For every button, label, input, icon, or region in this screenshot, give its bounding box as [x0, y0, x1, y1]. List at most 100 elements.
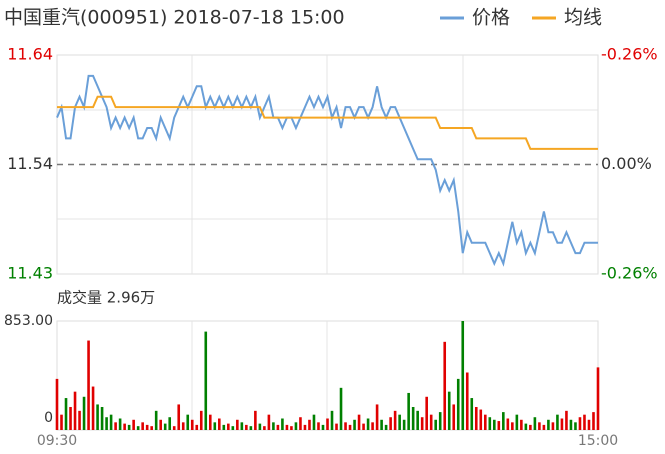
- volume-bar: [105, 417, 108, 430]
- legend-label: 价格: [472, 7, 510, 29]
- volume-bar: [357, 414, 361, 430]
- volume-bar: [181, 422, 185, 430]
- volume-bar: [520, 419, 523, 430]
- volume-bar: [398, 414, 401, 430]
- volume-bar: [281, 418, 284, 430]
- volume-bar: [452, 404, 456, 430]
- volume-bar: [497, 421, 501, 430]
- volume-bar: [69, 406, 72, 430]
- volume-bar: [321, 424, 325, 430]
- volume-bar: [290, 426, 293, 430]
- volume-bar: [596, 367, 600, 430]
- volume-bar: [227, 423, 230, 430]
- volume-bar: [425, 396, 428, 430]
- volume-bar: [488, 417, 492, 430]
- price-line: [57, 95, 598, 150]
- volume-bar: [195, 424, 199, 430]
- volume-bar: [583, 414, 586, 430]
- volume-bar: [240, 422, 244, 430]
- volume-bar: [551, 422, 555, 430]
- volume-bar: [506, 418, 510, 430]
- volume-bar: [258, 423, 262, 430]
- volume-bar: [447, 391, 451, 430]
- volume-bar: [569, 419, 573, 430]
- volume-bar: [172, 426, 176, 430]
- volume-title: 成交量 2.96万: [57, 289, 155, 307]
- volume-bar: [299, 417, 302, 430]
- y2-tick-label: 0.00%: [601, 154, 652, 173]
- y-tick-label: 11.54: [7, 154, 53, 173]
- volume-bar: [96, 404, 99, 430]
- volume-bar: [204, 331, 208, 430]
- volume-bar: [236, 419, 239, 430]
- volume-bar: [150, 426, 153, 430]
- volume-bar: [420, 417, 424, 430]
- x-tick-label: 09:30: [37, 433, 77, 449]
- volume-bar: [592, 412, 595, 430]
- volume-bar: [438, 412, 442, 430]
- volume-bar: [362, 423, 365, 430]
- volume-bar: [168, 417, 172, 430]
- volume-bar: [87, 340, 90, 430]
- volume-bar: [429, 414, 433, 430]
- volume-bar: [285, 424, 289, 430]
- volume-bar: [344, 422, 347, 430]
- volume-bar: [267, 414, 271, 430]
- volume-bar: [326, 418, 329, 430]
- volume-bar: [434, 419, 437, 430]
- volume-bar: [100, 406, 104, 430]
- volume-bar: [578, 417, 582, 430]
- volume-bar: [303, 424, 307, 430]
- volume-bar: [294, 422, 298, 430]
- volume-bar: [218, 418, 221, 430]
- volume-bar: [245, 424, 248, 430]
- volume-bar: [91, 386, 95, 430]
- volume-bar: [254, 410, 257, 430]
- volume-bar: [366, 418, 370, 430]
- volume-bar: [479, 409, 483, 430]
- volume-bar: [470, 398, 474, 430]
- volume-bar: [312, 414, 316, 430]
- y-tick-label: 11.43: [7, 264, 53, 283]
- volume-bar: [64, 398, 68, 430]
- volume-bar: [159, 419, 162, 430]
- volume-bar: [208, 414, 212, 430]
- volume-bar: [560, 418, 564, 430]
- y-tick-label: 0: [44, 410, 53, 426]
- volume-bar: [411, 406, 415, 430]
- volume-bar: [515, 414, 519, 430]
- y-tick-label: 11.64: [7, 45, 53, 64]
- volume-bar: [574, 422, 577, 430]
- volume-bar: [465, 372, 469, 430]
- volume-bar: [587, 419, 591, 430]
- volume-bar: [127, 424, 131, 430]
- volume-bar: [163, 423, 167, 430]
- volume-bar: [339, 387, 343, 430]
- volume-bar: [308, 419, 311, 430]
- volume-bar: [533, 417, 537, 430]
- volume-bar: [190, 419, 194, 430]
- y-tick-label: 853.00: [4, 313, 53, 329]
- volume-bar: [145, 424, 149, 430]
- volume-bar: [276, 424, 280, 430]
- volume-bar: [263, 426, 266, 430]
- price-line: [56, 74, 598, 267]
- volume-bar: [402, 419, 406, 430]
- volume-bar: [330, 410, 334, 430]
- volume-bar: [407, 392, 410, 430]
- y2-tick-label: -0.26%: [601, 264, 658, 283]
- volume-bar: [556, 414, 559, 430]
- volume-bar: [529, 424, 532, 430]
- volume-bar: [371, 422, 374, 430]
- volume-bar: [60, 414, 63, 430]
- volume-bar: [389, 417, 392, 430]
- y2-tick-label: -0.26%: [601, 45, 658, 64]
- volume-bar: [493, 419, 496, 430]
- volume-bar: [384, 424, 388, 430]
- legend-label: 均线: [564, 7, 602, 29]
- volume-bar: [538, 422, 541, 430]
- volume-bar: [73, 391, 77, 430]
- volume-bar: [186, 414, 190, 430]
- volume-bar: [353, 419, 356, 430]
